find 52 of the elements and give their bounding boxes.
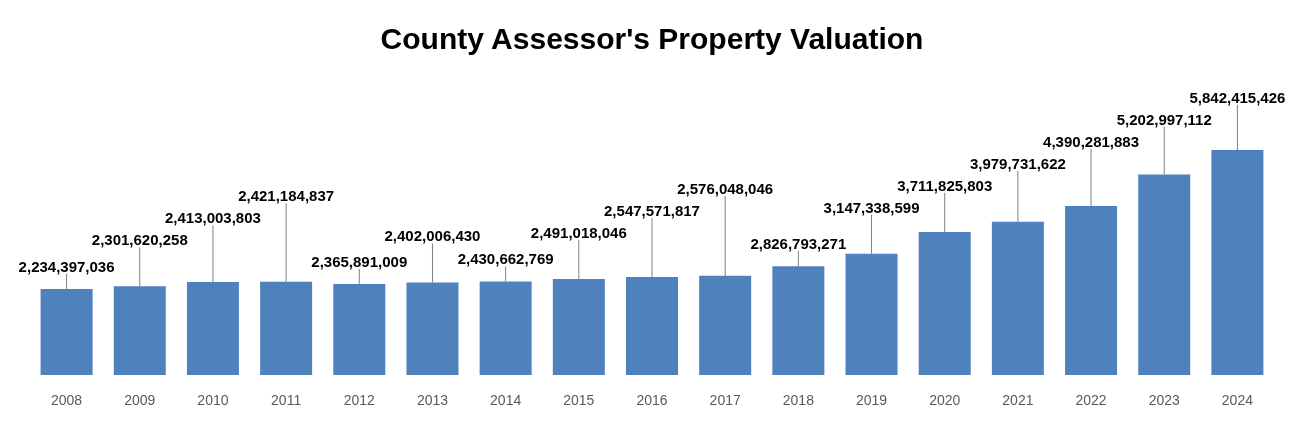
x-tick-label: 2017 (709, 392, 741, 408)
bar (113, 286, 166, 375)
bar (40, 288, 93, 375)
bar (772, 266, 825, 375)
data-label: 5,202,997,112 (1116, 110, 1212, 128)
data-label: 2,826,793,271 (750, 235, 847, 253)
x-tick-label: 2014 (490, 392, 522, 408)
x-tick-label: 2012 (343, 392, 376, 408)
x-tick-label: 2022 (1075, 392, 1107, 408)
data-label: 3,147,338,599 (823, 198, 920, 216)
x-tick-label: 2018 (782, 392, 815, 408)
data-label: 2,421,184,837 (238, 187, 335, 205)
data-label: 2,234,397,036 (18, 257, 115, 275)
data-label: 4,390,281,883 (1043, 132, 1140, 150)
x-tick-label: 2015 (563, 392, 595, 408)
data-label: 2,301,620,258 (91, 231, 188, 249)
bar (333, 283, 386, 375)
bar (1065, 205, 1118, 375)
data-label: 2,576,048,046 (677, 180, 774, 198)
x-tick-label: 2020 (929, 392, 961, 408)
x-tick-label: 2009 (124, 392, 156, 408)
x-tick-label: 2016 (636, 392, 668, 408)
x-tick-label: 2023 (1148, 392, 1181, 408)
bar (845, 253, 898, 375)
bar (626, 276, 678, 375)
bar (1138, 174, 1191, 375)
chart-title: County Assessor's Property Valuation (380, 21, 924, 55)
bar (260, 281, 313, 375)
bar (1211, 150, 1264, 375)
bar (186, 282, 239, 375)
data-label: 2,547,571,817 (604, 202, 700, 220)
data-label: 2,430,662,769 (457, 250, 554, 268)
bar (406, 282, 459, 375)
bar (479, 281, 532, 375)
data-label: 2,491,018,046 (530, 224, 627, 242)
data-label: 3,979,731,622 (969, 154, 1066, 172)
x-tick-label: 2011 (271, 392, 302, 408)
data-label: 3,711,825,803 (897, 176, 993, 194)
x-tick-label: 2024 (1221, 392, 1254, 408)
x-tick-label: 2008 (51, 392, 83, 408)
data-label: 5,842,415,426 (1189, 88, 1286, 106)
data-label: 2,413,003,803 (164, 209, 261, 227)
x-tick-label: 2021 (1002, 392, 1034, 408)
data-label: 2,365,891,009 (311, 252, 408, 270)
bar (918, 232, 971, 375)
bar (699, 275, 752, 375)
bar (991, 221, 1044, 375)
data-label: 2,402,006,430 (384, 227, 481, 245)
bar (552, 279, 605, 375)
x-tick-label: 2010 (197, 392, 229, 408)
x-tick-label: 2013 (416, 392, 449, 408)
x-tick-label: 2019 (855, 392, 888, 408)
